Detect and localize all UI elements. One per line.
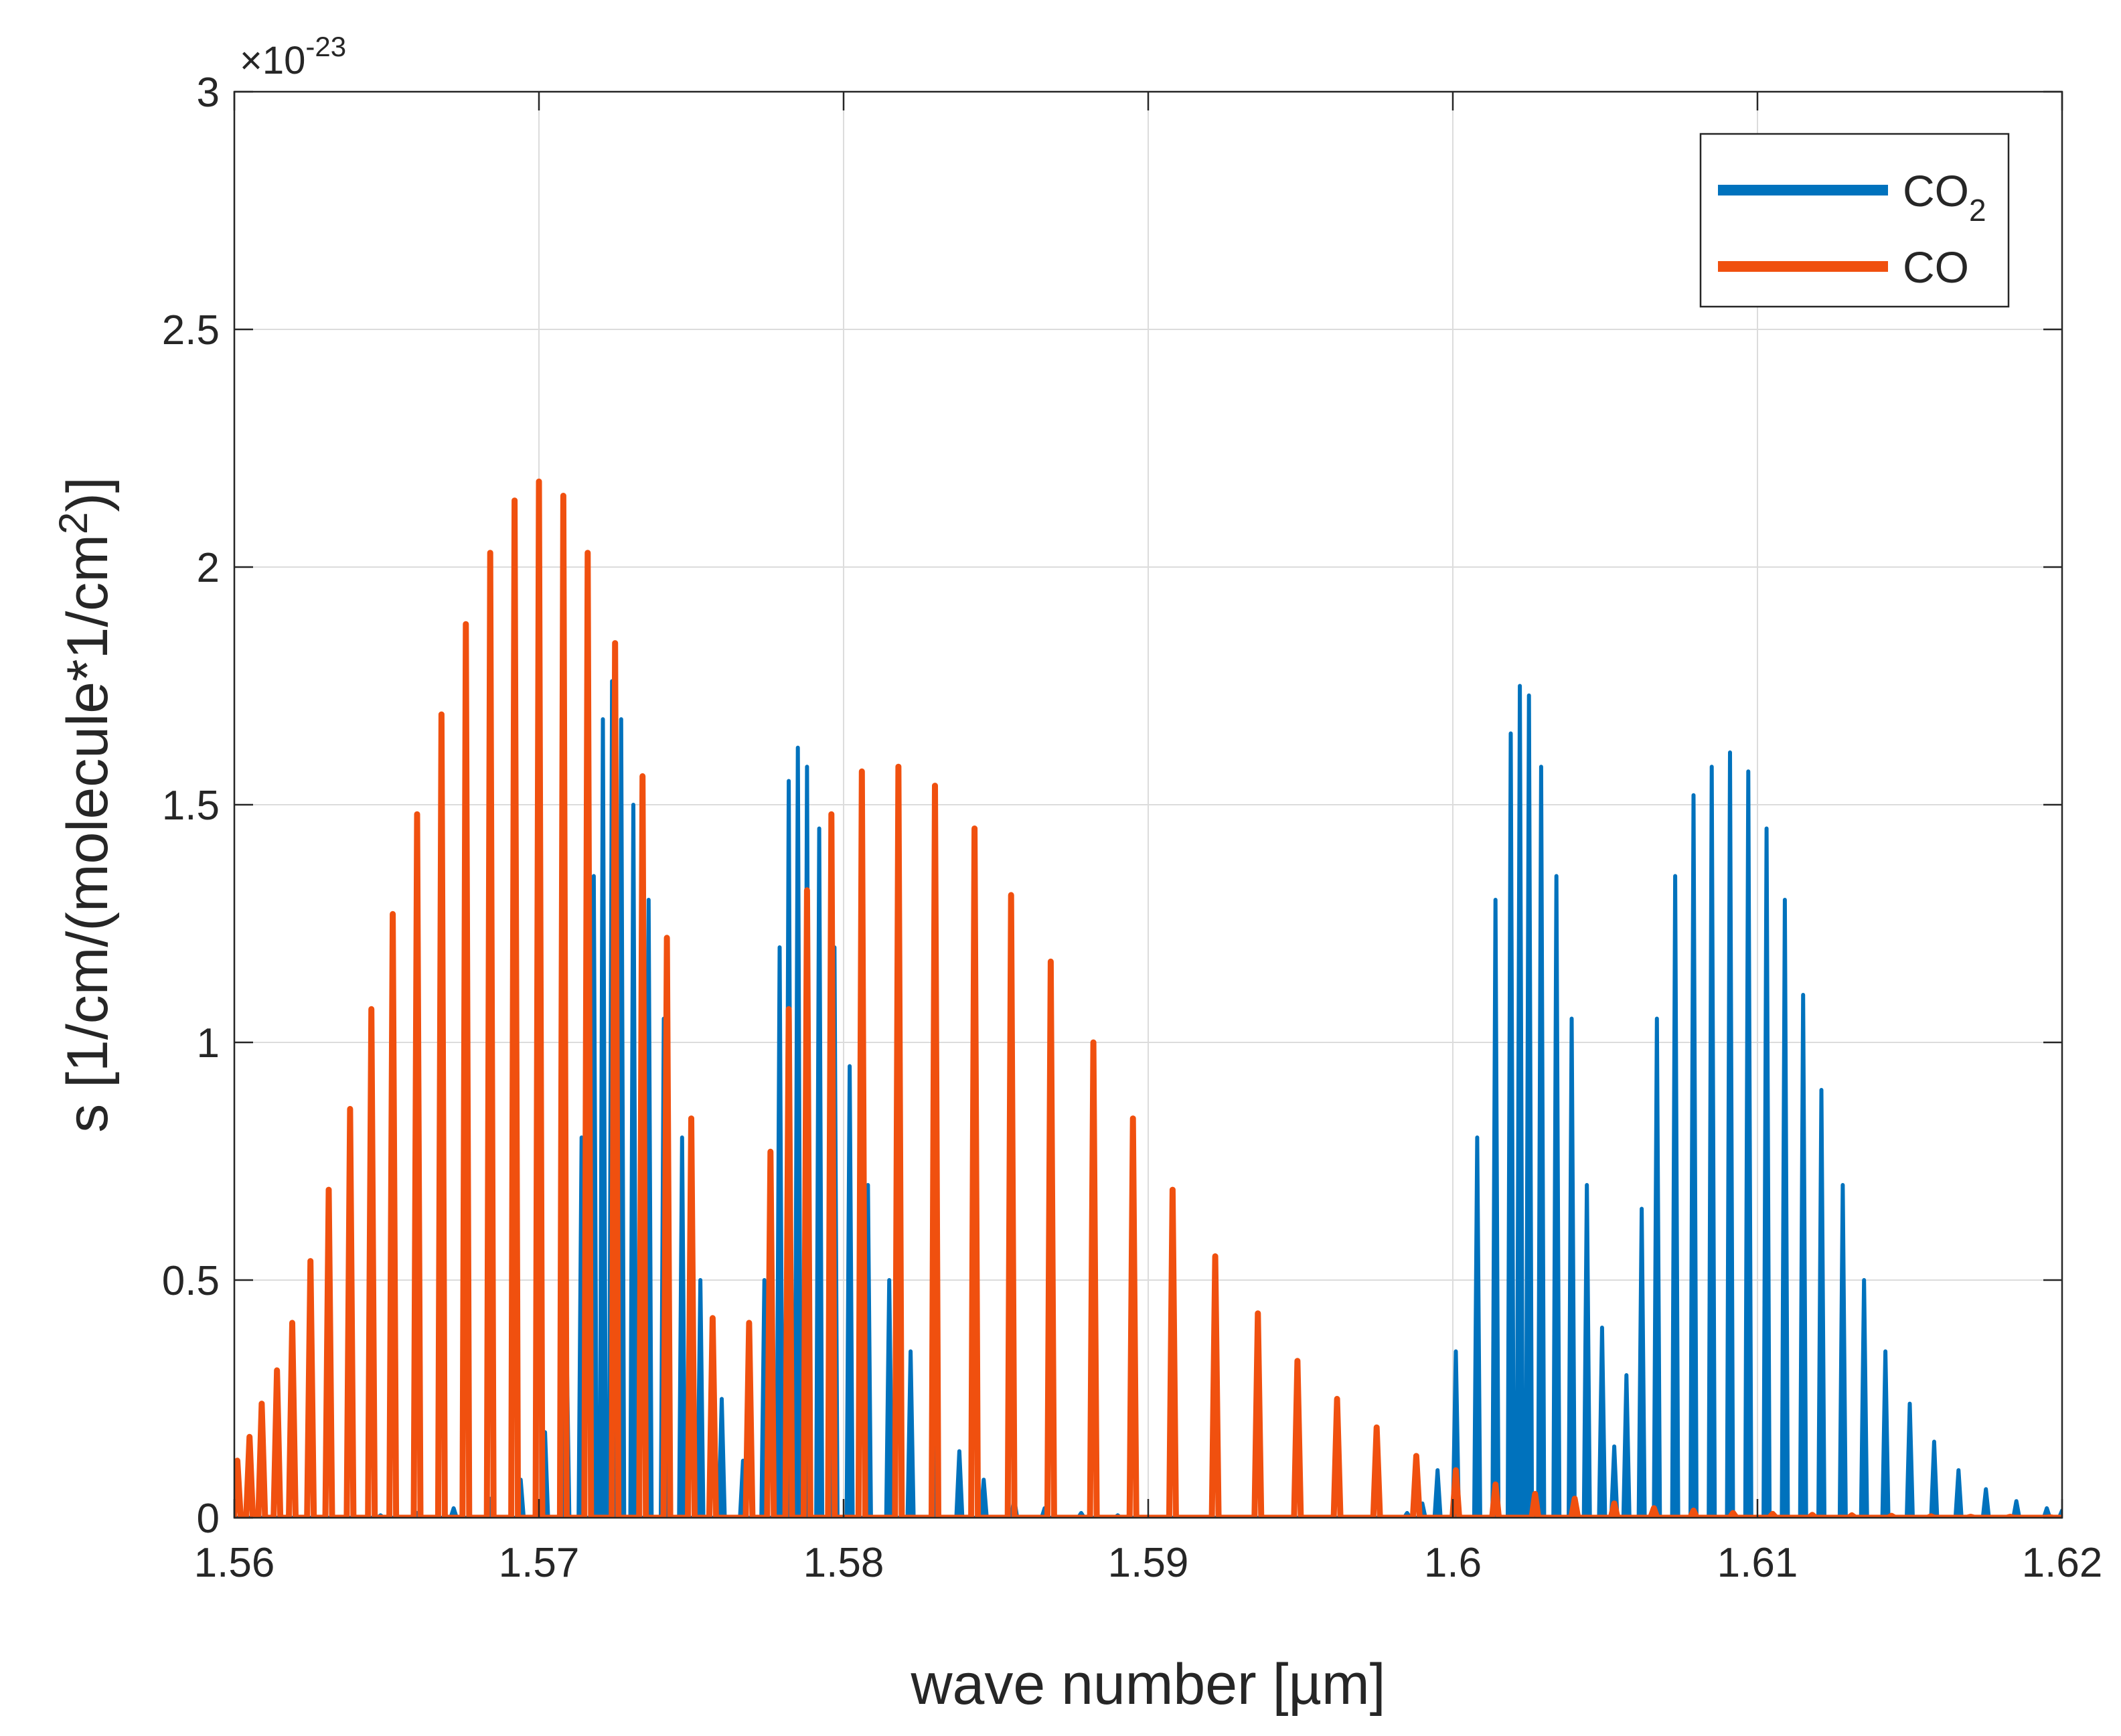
x-tick-label: 1.62 xyxy=(2022,1540,2103,1586)
y-tick-label: 2.5 xyxy=(162,307,220,353)
y-axis-label-suffix: )] xyxy=(56,477,120,512)
x-tick-label: 1.6 xyxy=(1424,1540,1482,1586)
x-tick-label: 1.58 xyxy=(803,1540,884,1586)
x-tick-label: 1.61 xyxy=(1717,1540,1798,1586)
legend-label-co2-main: CO xyxy=(1903,166,1969,216)
y-tick-label: 0 xyxy=(197,1496,220,1542)
x-tick-label: 1.56 xyxy=(194,1540,275,1586)
legend-label-co: CO xyxy=(1903,242,1969,292)
x-tick-label: 1.57 xyxy=(499,1540,580,1586)
y-axis-label: s [1/cm/(molecule*1/cm2)] xyxy=(51,477,120,1133)
y-axis-label-sup: 2 xyxy=(51,512,96,534)
x-tick-label: 1.59 xyxy=(1108,1540,1189,1586)
y-axis-label-prefix: s [1/cm/(molecule*1/cm xyxy=(56,534,120,1133)
y-tick-label: 3 xyxy=(197,70,220,116)
x-axis-label: wave number [µm] xyxy=(910,1652,1385,1717)
y-tick-label: 1 xyxy=(197,1020,220,1067)
y-tick-label: 0.5 xyxy=(162,1258,220,1304)
legend: CO2 CO xyxy=(1701,134,2009,307)
y-tick-label: 1.5 xyxy=(162,783,220,829)
exponent-power: -23 xyxy=(305,31,346,62)
exponent-base: ×10 xyxy=(240,39,305,82)
y-tick-label: 2 xyxy=(197,545,220,591)
legend-label-co2-sub: 2 xyxy=(1969,193,1986,228)
